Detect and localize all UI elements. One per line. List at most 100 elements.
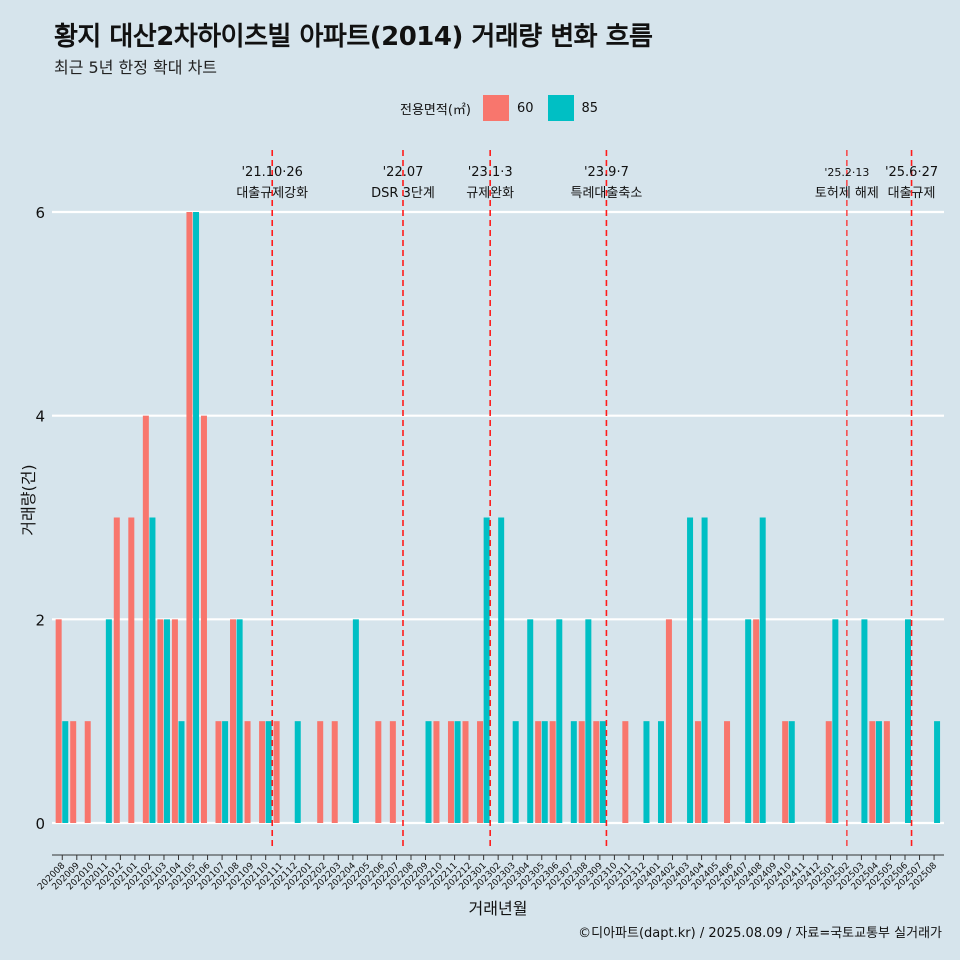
bar-85-202112 <box>294 721 301 823</box>
bar-85-202302 <box>498 517 505 823</box>
annotations: '21.10·26 대출규제강화 '22.07 DSR 3단계 '23.1·3 규제완화 '… <box>236 150 938 850</box>
bar-85-202307 <box>570 721 577 823</box>
bar-60-202504 <box>869 721 876 823</box>
annotation-date: '25.6·27 <box>885 165 938 180</box>
chart-subtitle: 최근 5년 한정 확대 차트 <box>54 58 218 77</box>
bar-85-202211 <box>454 721 461 823</box>
bar-60-202104 <box>171 619 178 823</box>
bar-60-202009 <box>70 721 77 823</box>
bar-60-202010 <box>84 721 91 823</box>
bar-60-202008 <box>55 619 62 823</box>
bar-60-202501 <box>825 721 832 823</box>
bar-85-202102 <box>149 517 156 823</box>
bar-60-202101 <box>128 517 135 823</box>
bar-85-202304 <box>527 619 534 823</box>
bar-60-202306 <box>549 721 556 823</box>
bar-85-202103 <box>163 619 170 823</box>
annotation-label: 규제완화 <box>466 186 514 201</box>
bar-60-202102 <box>142 415 149 823</box>
annotation-date: '25.2·13 <box>824 166 869 179</box>
bar-60-202404 <box>694 721 701 823</box>
bar-60-202110 <box>259 721 266 823</box>
annotation-label: 토허제 해제 <box>815 186 879 201</box>
bar-85-202506 <box>905 619 912 823</box>
bar-85-202410 <box>788 721 795 823</box>
bar-60-202108 <box>230 619 237 823</box>
bar-60-202210 <box>433 721 440 823</box>
x-axis: 2020082020092020102020112020122021012021… <box>36 854 944 892</box>
legend-title: 전용면적(㎡) <box>400 102 471 118</box>
y-axis-label: 거래량(건) <box>19 464 38 535</box>
bar-85-202301 <box>483 517 490 823</box>
bar-85-202408 <box>759 517 766 823</box>
bar-85-202503 <box>861 619 868 823</box>
bar-85-202305 <box>541 721 548 823</box>
bar-60-202107 <box>215 721 222 823</box>
legend: 전용면적(㎡) 60 85 <box>400 94 604 122</box>
y-tick-label: 4 <box>35 408 45 426</box>
bar-60-202309 <box>593 721 600 823</box>
bar-60-202206 <box>375 721 382 823</box>
bar-85-202303 <box>512 721 519 823</box>
y-axis: 0 2 4 6 <box>35 204 45 833</box>
annotation-date: '22.07 <box>383 165 424 180</box>
bar-85-202107 <box>222 721 229 823</box>
y-tick-label: 2 <box>35 611 45 629</box>
bar-60-202301 <box>477 721 484 823</box>
bar-60-202111 <box>273 721 280 823</box>
y-tick-label: 0 <box>35 815 45 833</box>
bar-85-202110 <box>265 721 272 823</box>
annotation-date: '21.10·26 <box>241 165 302 180</box>
bar-60-202212 <box>462 721 469 823</box>
bar-85-202501 <box>832 619 839 823</box>
bar-85-202308 <box>585 619 592 823</box>
chart-title: 황지 대산2차하이츠빌 아파트(2014) 거래량 변화 흐름 <box>54 22 653 52</box>
caption: ©디아파트(dapt.kr) / 2025.08.09 / 자료=국토교통부 실… <box>578 926 942 941</box>
bar-60-202505 <box>883 721 890 823</box>
bar-60-202203 <box>331 721 338 823</box>
bar-85-202008 <box>62 721 69 823</box>
bar-85-202404 <box>701 517 708 823</box>
bar-85-202312 <box>643 721 650 823</box>
bars <box>55 212 941 823</box>
annotation-label: DSR 3단계 <box>371 186 435 201</box>
bar-85-202209 <box>425 721 432 823</box>
bar-85-202011 <box>105 619 112 823</box>
bar-60-202211 <box>447 721 454 823</box>
annotation-label: 특례대출축소 <box>571 186 643 201</box>
bar-60-202311 <box>622 721 629 823</box>
bar-85-202407 <box>745 619 752 823</box>
bar-60-202408 <box>753 619 760 823</box>
legend-swatch-60 <box>482 95 509 121</box>
y-tick-label: 6 <box>35 204 45 222</box>
bar-60-202207 <box>389 721 396 823</box>
bar-60-202305 <box>535 721 542 823</box>
bar-60-202308 <box>578 721 585 823</box>
bar-60-202105 <box>186 212 193 823</box>
bar-85-202504 <box>875 721 882 823</box>
bar-60-202103 <box>157 619 164 823</box>
annotation-label: 대출규제 <box>888 186 936 201</box>
legend-item-85: 85 <box>547 95 599 121</box>
bar-60-202402 <box>665 619 672 823</box>
bar-85-202104 <box>178 721 185 823</box>
bar-85-202401 <box>657 721 664 823</box>
legend-label-60: 60 <box>516 100 534 116</box>
bar-85-202508 <box>934 721 941 823</box>
bar-85-202204 <box>352 619 359 823</box>
legend-item-60: 60 <box>482 95 534 121</box>
legend-label-85: 85 <box>581 100 599 116</box>
annotation-date: '23.9·7 <box>584 165 629 180</box>
legend-swatch-85 <box>547 95 574 121</box>
bar-60-202202 <box>317 721 324 823</box>
bar-60-202106 <box>200 415 207 823</box>
bar-85-202105 <box>193 212 200 823</box>
bar-85-202108 <box>236 619 243 823</box>
annotation-date: '23.1·3 <box>468 165 513 180</box>
bar-60-202410 <box>782 721 789 823</box>
bar-60-202406 <box>724 721 731 823</box>
bar-60-202012 <box>113 517 120 823</box>
bar-85-202306 <box>556 619 563 823</box>
bar-85-202309 <box>599 721 606 823</box>
